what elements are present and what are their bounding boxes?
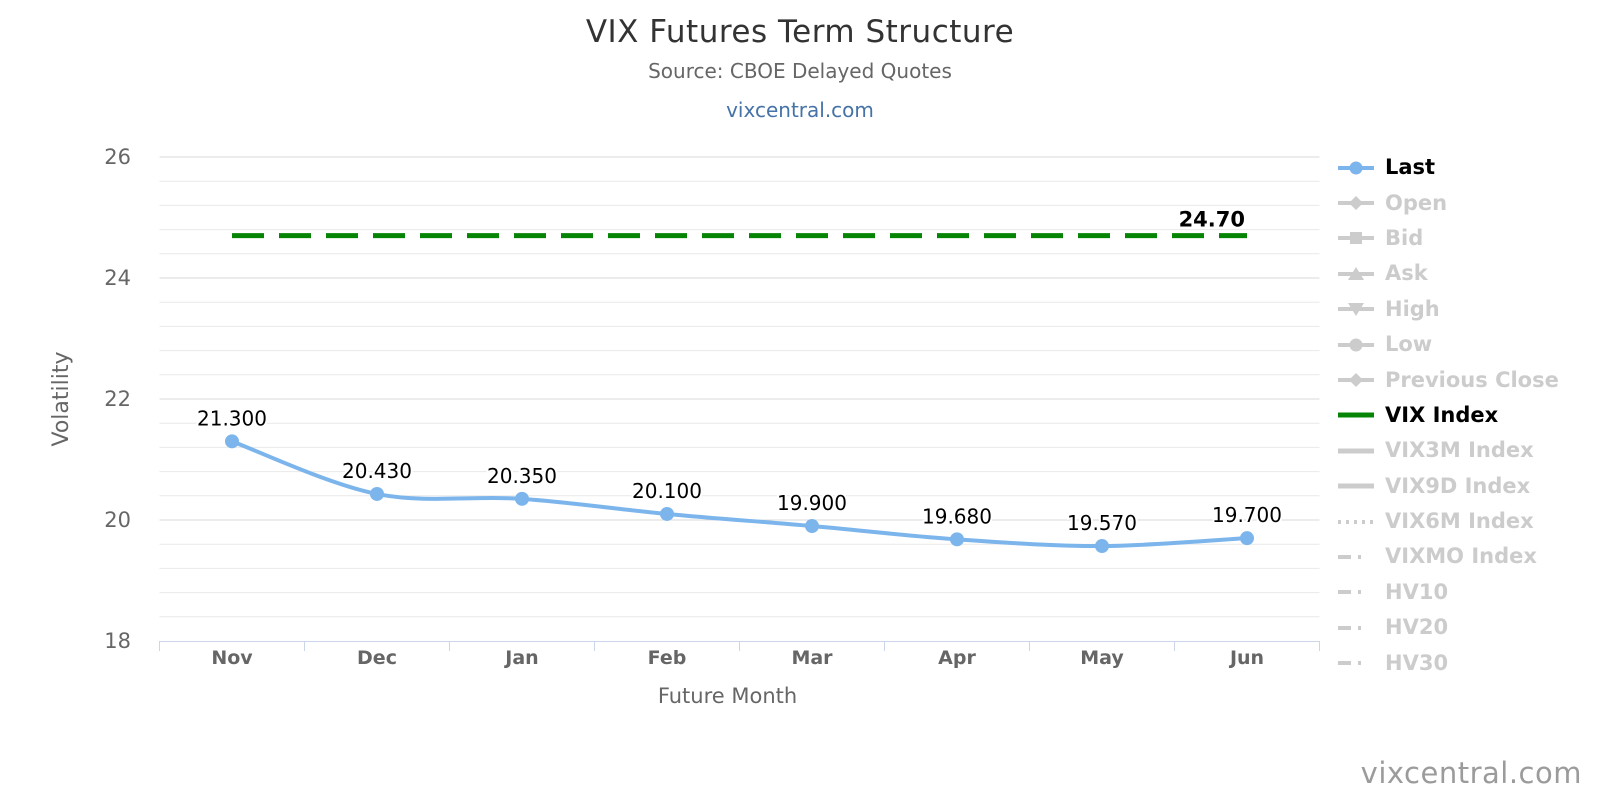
legend-label: HV10 xyxy=(1385,579,1449,604)
legend-label: VIX6M Index xyxy=(1385,509,1534,534)
data-point-label: 19.700 xyxy=(1212,503,1282,527)
x-axis-label: Mar xyxy=(791,647,833,669)
line-diamond-icon xyxy=(1338,196,1374,211)
line-diamond-icon xyxy=(1338,373,1374,388)
legend-label: Open xyxy=(1385,190,1448,215)
last-series-point[interactable] xyxy=(225,434,239,449)
legend-item-last[interactable]: Last xyxy=(1336,150,1559,185)
legend-item-low[interactable]: Low xyxy=(1336,327,1559,362)
solid-line-icon xyxy=(1338,412,1374,418)
legend-label: VIX Index xyxy=(1385,402,1499,427)
legend-item-previous-close[interactable]: Previous Close xyxy=(1336,362,1559,397)
legend-label: VIXMO Index xyxy=(1385,544,1537,569)
legend-item-vix-index[interactable]: VIX Index xyxy=(1336,398,1559,433)
y-axis-tick-label: 20 xyxy=(104,508,131,532)
data-point-label: 20.350 xyxy=(487,464,557,488)
legend-label: Previous Close xyxy=(1385,367,1559,392)
x-axis-label: Dec xyxy=(357,647,397,669)
data-point-label: 19.680 xyxy=(922,504,992,528)
last-series-point[interactable] xyxy=(950,532,964,547)
y-axis-tick-label: 22 xyxy=(104,387,131,411)
data-point-label: 20.100 xyxy=(632,479,702,503)
legend-item-ask[interactable]: Ask xyxy=(1336,256,1559,291)
x-axis-title: Future Month xyxy=(658,684,797,708)
legend-label: VIX9D Index xyxy=(1385,473,1531,498)
legend-item-open[interactable]: Open xyxy=(1336,185,1559,220)
x-axis-label: May xyxy=(1080,647,1124,669)
dotted-line-icon xyxy=(1338,519,1374,524)
data-point-label: 21.300 xyxy=(197,406,267,430)
last-series-point[interactable] xyxy=(1095,539,1109,554)
chart-title: VIX Futures Term Structure xyxy=(585,14,1015,50)
legend-label: VIX3M Index xyxy=(1385,438,1534,463)
legend-item-high[interactable]: High xyxy=(1336,292,1559,327)
legend-item-bid[interactable]: Bid xyxy=(1336,221,1559,256)
vix-index-value-label: 24.70 xyxy=(1179,208,1245,232)
last-series-point[interactable] xyxy=(1240,531,1254,546)
x-axis-label: Jun xyxy=(1228,647,1264,669)
line-circle-icon xyxy=(1338,161,1374,175)
y-axis-title: Volatility xyxy=(49,351,74,446)
x-axis-label: Jan xyxy=(503,647,538,669)
dashdot-line-icon xyxy=(1338,661,1374,666)
line-triangle-down-icon xyxy=(1338,303,1374,317)
x-axis-label: Feb xyxy=(648,647,687,669)
dashdot-line-icon xyxy=(1338,625,1374,630)
legend-item-hv30[interactable]: HV30 xyxy=(1336,645,1559,680)
legend-label: Ask xyxy=(1385,261,1428,286)
line-triangle-up-icon xyxy=(1338,266,1374,280)
legend-label: Last xyxy=(1385,155,1436,180)
solid-line-icon xyxy=(1338,448,1374,454)
chart-subtitle: Source: CBOE Delayed Quotes xyxy=(648,59,952,83)
last-series-line xyxy=(230,439,1249,549)
last-series-point[interactable] xyxy=(805,519,819,534)
legend-label: HV20 xyxy=(1385,615,1449,640)
solid-line-icon xyxy=(1338,483,1374,489)
legend-label: HV30 xyxy=(1385,650,1449,675)
data-point-label: 20.430 xyxy=(342,459,412,483)
x-axis-label: Apr xyxy=(938,647,976,669)
vixcentral-link[interactable]: vixcentral.com xyxy=(726,98,874,122)
legend-item-vix6m-index[interactable]: VIX6M Index xyxy=(1336,504,1559,539)
dashdot-line-icon xyxy=(1338,590,1374,595)
legend-item-hv10[interactable]: HV10 xyxy=(1336,575,1559,610)
watermark-text: vixcentral.com xyxy=(1360,756,1582,790)
y-axis-tick-label: 24 xyxy=(104,266,131,290)
legend-item-vixmo-index[interactable]: VIXMO Index xyxy=(1336,539,1559,574)
legend-label: High xyxy=(1385,296,1440,321)
data-point-label: 19.570 xyxy=(1067,511,1137,535)
last-series-point[interactable] xyxy=(660,506,674,521)
x-axis-label: Nov xyxy=(211,647,253,669)
legend-item-hv20[interactable]: HV20 xyxy=(1336,610,1559,645)
chart-legend: Last Open Bid Ask High Low Previous Close VIX I… xyxy=(1336,150,1559,681)
data-point-label: 19.900 xyxy=(777,491,847,515)
line-square-icon xyxy=(1338,232,1374,245)
legend-item-vix3m-index[interactable]: VIX3M Index xyxy=(1336,433,1559,468)
last-series-point[interactable] xyxy=(515,491,529,506)
legend-label: Low xyxy=(1385,332,1433,357)
last-series-point[interactable] xyxy=(370,486,384,501)
legend-item-vix9d-index[interactable]: VIX9D Index xyxy=(1336,469,1559,504)
y-axis-tick-label: 26 xyxy=(104,145,131,169)
dashdot-line-icon xyxy=(1338,554,1374,559)
y-axis-tick-label: 18 xyxy=(104,629,131,653)
line-circle-icon xyxy=(1338,338,1374,352)
legend-label: Bid xyxy=(1385,225,1424,250)
